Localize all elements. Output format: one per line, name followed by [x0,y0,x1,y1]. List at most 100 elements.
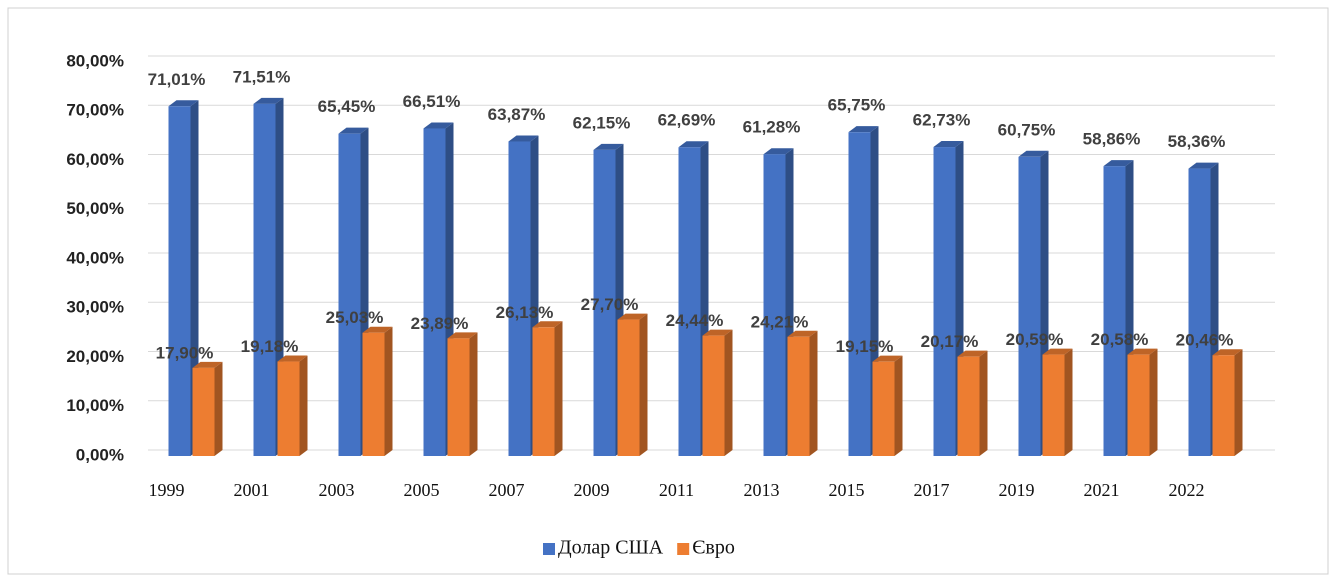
y-tick-label: 30,00% [66,298,124,317]
bar-top [338,127,369,134]
y-tick-label: 60,00% [66,150,124,169]
bar-top [277,355,308,362]
bar-top [253,97,284,104]
bar-side [1149,348,1158,456]
value-label: 23,89% [411,314,469,333]
value-label: 62,15% [573,113,631,132]
value-label: 58,86% [1083,130,1141,149]
bar [508,141,531,456]
bar-side [1064,348,1073,456]
bar [253,103,276,457]
bar-top [532,321,563,328]
bar-top [423,122,454,129]
bar [787,336,810,456]
value-label: 24,44% [666,311,724,330]
x-tick-label: 2021 [1084,480,1120,500]
y-tick-label: 50,00% [66,199,124,218]
value-label: 20,46% [1176,331,1234,350]
bar-side [384,326,393,456]
value-label: 17,90% [156,343,214,362]
bar-top [1127,348,1158,355]
x-tick-label: 2005 [404,480,440,500]
x-tick-label: 1999 [149,480,185,500]
x-tick-label: 2013 [744,480,780,500]
value-label: 65,45% [318,97,376,116]
value-label: 20,59% [1006,330,1064,349]
y-tick-label: 0,00% [76,445,124,464]
legend-swatch [677,543,690,555]
bar [277,361,300,456]
value-label: 19,18% [241,337,299,356]
bar-top [957,350,988,357]
bar-top [872,355,903,362]
value-label: 19,15% [836,337,894,356]
x-tick-label: 2011 [659,480,694,500]
bar-top [1018,150,1049,157]
bar [763,154,786,457]
bar [848,132,871,456]
value-label: 63,87% [488,105,546,124]
bar-side [894,355,903,456]
bar-side [469,332,478,456]
x-tick-label: 2022 [1169,480,1205,500]
bar [933,147,956,456]
bar-top [1042,348,1073,355]
bar-side [554,321,563,456]
bar-top [617,313,648,320]
bar [872,361,895,456]
bar [532,327,555,456]
value-label: 65,75% [828,96,886,115]
bar-side [724,329,733,456]
bar-side [639,313,648,456]
value-label: 20,58% [1091,330,1149,349]
bar-top [933,141,964,148]
bar [338,133,361,456]
x-tick-label: 2007 [489,480,525,500]
x-tick-label: 2001 [234,480,270,500]
bar-top [1103,160,1134,167]
bar-top [192,361,223,368]
bar-top [1188,162,1219,169]
bar-top [168,100,199,107]
y-tick-label: 20,00% [66,347,124,366]
bar-side [299,355,308,456]
bar [617,319,640,456]
bar [192,367,215,456]
value-label: 62,73% [913,111,971,130]
bar-side [809,330,818,456]
value-label: 60,75% [998,120,1056,139]
value-label: 61,28% [743,118,801,137]
bar [168,106,191,456]
bar-top [763,148,794,155]
bar [447,338,470,456]
x-tick-label: 2003 [319,480,355,500]
y-tick-label: 80,00% [66,51,124,70]
value-label: 71,01% [148,70,206,89]
bar [593,149,616,456]
value-label: 62,69% [658,111,716,130]
bar [423,128,446,457]
value-label: 26,13% [496,303,554,322]
x-tick-label: 2017 [914,480,950,500]
y-tick-label: 40,00% [66,248,124,267]
bar [1018,156,1041,456]
value-label: 25,03% [326,308,384,327]
legend-label: Євро [692,537,735,559]
bar-top [362,326,393,333]
bar [678,147,701,456]
bar-top [678,141,709,148]
value-label: 66,51% [403,92,461,111]
bar-top [848,126,879,133]
x-tick-label: 2019 [999,480,1035,500]
bar [1042,354,1065,456]
legend-label: Долар США [558,537,664,559]
y-tick-label: 70,00% [66,101,124,120]
y-tick-label: 10,00% [66,396,124,415]
bar-side [979,350,988,456]
bar-top [593,143,624,150]
bar [1127,354,1150,456]
value-label: 58,36% [1168,132,1226,151]
x-tick-label: 2009 [574,480,610,500]
bar-top [787,330,818,337]
